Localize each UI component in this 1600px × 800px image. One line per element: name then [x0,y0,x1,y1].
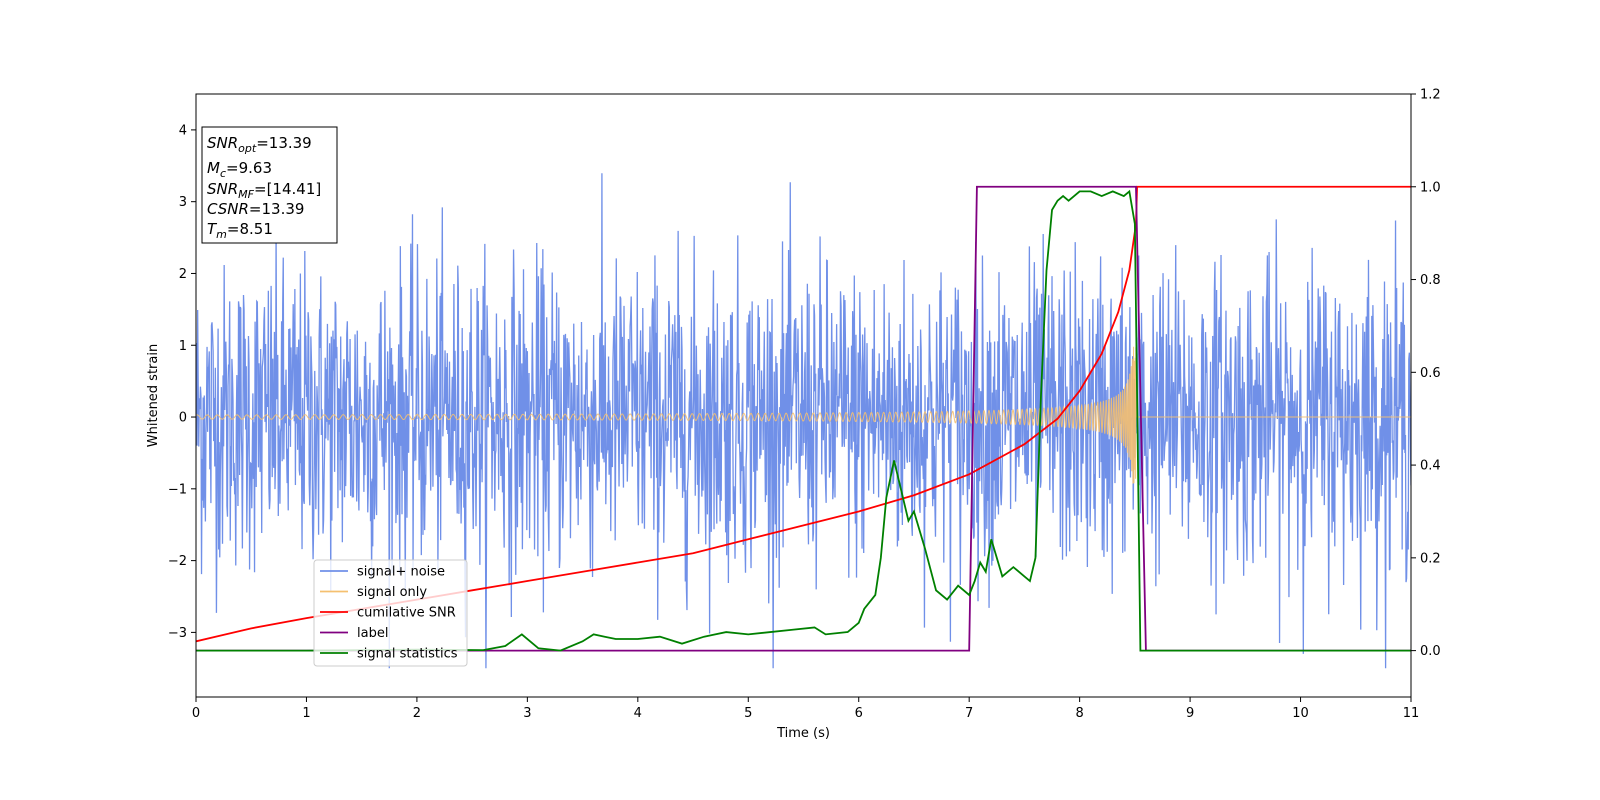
y-right-tick-label: 1.2 [1420,88,1441,103]
x-axis-label: Time (s) [776,726,830,741]
y-right-tick-label: 0.4 [1420,459,1441,474]
signal-statistics-series [196,189,1411,652]
legend-label: cumilative SNR [357,606,456,621]
y-axis-label: Whitened strain [146,344,161,447]
x-tick-label: 8 [1075,706,1083,721]
info-line: Mc=9.63 [207,159,272,180]
x-tick-label: 3 [523,706,531,721]
x-tick-label: 4 [634,706,642,721]
y-left-tick-label: −2 [168,554,187,569]
y-left-tick-label: 2 [179,267,187,282]
y-left-tick-label: −3 [168,626,187,641]
legend-label: signal+ noise [357,565,445,580]
legend-frame [313,559,468,667]
y-right-tick-label: 0.2 [1420,551,1441,566]
x-tick-label: 2 [413,706,421,721]
signal-only-series [196,346,1411,484]
legend-label: signal statistics [357,647,458,662]
signal-only-line [196,346,1411,484]
y-left-tick-label: 3 [179,195,187,210]
x-tick-label: 10 [1292,706,1309,721]
y-left-tick-label: 4 [179,123,187,138]
x-tick-label: 1 [302,706,310,721]
info-line: SNRMF=[14.41] [207,180,321,201]
y-right-tick-label: 0.0 [1420,644,1441,659]
x-tick-label: 6 [855,706,863,721]
info-box: SNRopt=13.39 Mc=9.63SNRMF=[14.41]CSNR=13.… [201,126,338,244]
info-line: Tm=8.51 [207,220,273,241]
signal-statistics-line [196,189,1411,652]
x-tick-label: 11 [1403,706,1420,721]
y-right-tick-label: 1.0 [1420,180,1441,195]
y-right-tick-label: 0.6 [1420,366,1441,381]
plot-frame [195,93,1412,698]
info-box-frame [201,126,338,244]
legend-label: label [357,626,388,641]
x-tick-label: 9 [1186,706,1194,721]
x-tick-label: 7 [965,706,973,721]
y-left-tick-label: 0 [179,411,187,426]
y-left-tick-label: 1 [179,339,187,354]
legend-label: signal only [357,585,427,600]
x-tick-label: 5 [744,706,752,721]
y-left-tick-label: −1 [168,482,187,497]
x-tick-label: 0 [192,706,200,721]
y-axis-left: −3 −2 −1 0 1 2 3 4 [168,123,196,641]
signal-noise-series [196,173,1411,669]
y-axis-right: 0.0 0.2 0.4 0.6 0.8 1.0 1.2 [1411,88,1441,659]
x-axis: 0 1 2 3 4 5 6 7 8 9 10 11 [192,697,1419,721]
info-line: SNRopt=13.39 [207,134,312,155]
y-right-tick-label: 0.8 [1420,273,1441,288]
info-line: CSNR=13.39 [207,200,304,218]
signal-noise-line [196,173,1411,669]
legend: signal+ noise signal only cumilative SNR la… [313,559,468,667]
